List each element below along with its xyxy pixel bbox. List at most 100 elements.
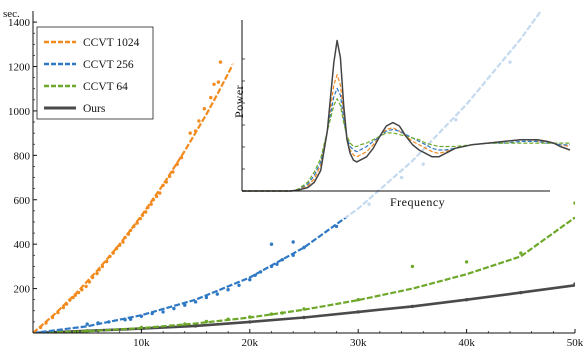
- data-point-ccvt-64: [85, 329, 89, 333]
- data-point-ccvt-256: [269, 242, 274, 246]
- legend-item-ccvt-1024: CCVT 1024: [44, 37, 140, 49]
- data-point-ours: [302, 315, 306, 320]
- main-plot: 10k 20k 30k 40k 50k200400600800100012001400 …: [3, 8, 583, 347]
- data-point-ccvt-1024: [118, 243, 122, 247]
- data-point-ccvt-1024: [146, 205, 150, 210]
- data-point-ccvt-256: [275, 262, 279, 266]
- data-point-ours: [573, 282, 575, 286]
- data-point-ccvt-64: [204, 319, 209, 324]
- data-point-ccvt-1024: [218, 60, 223, 64]
- data-point-ccvt-1024: [44, 321, 48, 325]
- legend-label: CCVT 256: [83, 59, 134, 71]
- data-point-ccvt-256: [139, 314, 144, 318]
- data-point-ccvt-256: [123, 318, 127, 322]
- data-point-ccvt-1024: [175, 162, 179, 166]
- data-point-ccvt-64: [410, 264, 415, 269]
- data-point-ccvt-1024: [114, 246, 119, 251]
- series-ccvt-1024: [33, 60, 235, 333]
- data-point-ccvt-1024: [193, 129, 198, 133]
- data-point-ccvt-256: [248, 278, 252, 282]
- data-point-ccvt-256: [280, 258, 284, 262]
- data-point-ccvt-1024: [171, 170, 175, 174]
- data-point-ccvt-1024: [209, 95, 213, 100]
- data-point-ccvt-1024: [140, 213, 145, 217]
- data-point-ccvt-256: [291, 240, 295, 244]
- data-point-ccvt-64: [464, 260, 469, 264]
- legend-label: CCVT 64: [83, 81, 128, 93]
- data-point-ccvt-1024: [105, 259, 109, 264]
- data-point-ccvt-1024: [87, 280, 92, 284]
- x-tick-label: 10k: [133, 337, 150, 347]
- data-point-ours: [248, 320, 252, 324]
- data-point-ccvt-1024: [128, 228, 133, 233]
- data-point-ccvt-1024: [121, 240, 125, 244]
- data-point-ccvt-1024: [161, 183, 165, 187]
- data-point-ccvt-64: [139, 325, 144, 330]
- legend-label: CCVT 1024: [83, 37, 140, 49]
- y-tick-label: 1400: [8, 17, 31, 29]
- y-tick-label: 800: [14, 150, 31, 162]
- legend-label: Ours: [83, 103, 106, 115]
- main-axes: 10k 20k 30k 40k 50k 200 400 600 800 1000 1200 1400: [8, 11, 583, 347]
- data-point-ccvt-64: [226, 317, 230, 321]
- data-point-ccvt-256: [96, 321, 100, 325]
- data-point-ccvt-256: [150, 311, 154, 316]
- inset-spectrum-plot: Frequency Power: [232, 10, 571, 218]
- x-tick-label: 30k: [350, 337, 367, 347]
- data-point-ccvt-256: [302, 245, 306, 250]
- data-point-ours: [193, 324, 198, 328]
- data-point-ccvt-1024: [68, 298, 72, 302]
- data-point-ccvt-1024: [144, 210, 148, 214]
- data-point-ccvt-1024: [132, 224, 136, 229]
- data-point-ccvt-1024: [90, 275, 95, 280]
- data-point-ccvt-256: [85, 322, 89, 326]
- data-point-ccvt-1024: [149, 202, 153, 206]
- data-point-ccvt-1024: [135, 221, 139, 225]
- y-tick-label: 1000: [8, 106, 31, 118]
- y-axis-unit-label: sec.: [3, 8, 20, 20]
- data-point-ccvt-1024: [38, 325, 43, 330]
- data-point-ccvt-1024: [197, 119, 201, 123]
- data-point-ours: [464, 298, 469, 302]
- data-point-ccvt-1024: [212, 82, 216, 87]
- inset-minor-ticks: [242, 58, 245, 170]
- x-tick-label: 40k: [458, 337, 475, 347]
- data-point-ccvt-1024: [188, 131, 192, 135]
- data-point-ccvt-256: [128, 317, 133, 321]
- data-point-ccvt-1024: [216, 80, 221, 84]
- inset-curve-ours: [242, 39, 571, 192]
- data-point-ccvt-64: [269, 312, 274, 316]
- data-point-ccvt-64: [183, 322, 187, 326]
- data-point-ccvt-256: [204, 295, 209, 300]
- data-point-ccvt-256: [161, 310, 165, 314]
- inset-y-axis-label: Power: [232, 85, 246, 118]
- data-point-ccvt-256: [237, 283, 241, 287]
- data-point-ccvt-256: [291, 253, 295, 257]
- data-point-ccvt-256: [183, 303, 187, 307]
- data-point-ccvt-256: [253, 273, 257, 277]
- data-point-ccvt-1024: [164, 180, 168, 184]
- data-point-ccvt-256: [172, 306, 176, 311]
- x-tick-label: 20k: [242, 337, 259, 347]
- data-point-ccvt-64: [302, 307, 306, 311]
- data-point-ccvt-1024: [138, 216, 142, 221]
- data-point-ccvt-1024: [71, 295, 75, 300]
- legend-item-ccvt-64: CCVT 64: [44, 81, 128, 93]
- legend-box: [36, 26, 154, 120]
- data-point-ccvt-1024: [123, 235, 127, 240]
- y-tick-label: 600: [14, 195, 31, 207]
- data-point-ccvt-1024: [126, 232, 131, 236]
- data-point-ccvt-1024: [50, 315, 55, 320]
- data-point-ccvt-64: [519, 251, 523, 255]
- data-point-ccvt-1024: [202, 107, 206, 111]
- y-tick-label: 400: [14, 239, 31, 251]
- data-point-ccvt-1024: [151, 198, 155, 202]
- data-point-ccvt-1024: [108, 254, 112, 259]
- data-point-ours: [410, 304, 415, 309]
- data-point-ccvt-1024: [97, 268, 101, 272]
- data-point-ccvt-64: [280, 311, 284, 315]
- data-point-ccvt-256: [107, 320, 111, 324]
- data-point-ccvt-1024: [61, 305, 66, 310]
- data-point-ccvt-256: [226, 288, 230, 292]
